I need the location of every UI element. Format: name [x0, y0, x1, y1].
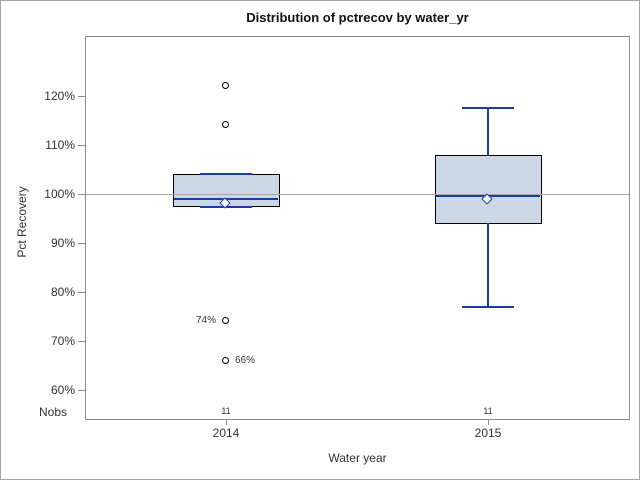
y-tick-mark [78, 341, 85, 342]
x-category-label-2014: 2014 [212, 426, 240, 440]
reference-line-100pct [86, 194, 629, 195]
upper-whisker-2015 [487, 108, 489, 155]
y-tick-label: 90% [50, 236, 75, 250]
y-tick-mark [78, 194, 85, 195]
outlier-circle-2014 [222, 121, 229, 128]
upper-whisker-cap-2015 [462, 107, 514, 109]
chart-title: Distribution of pctrecov by water_yr [246, 10, 469, 25]
y-tick-label: 80% [50, 285, 75, 299]
outlier-circle-2014 [222, 357, 229, 364]
plot-area [85, 36, 630, 420]
y-tick-label: 60% [50, 383, 75, 397]
x-category-label-2015: 2015 [474, 426, 502, 440]
lower-whisker-cap-2015 [462, 306, 514, 308]
y-tick-mark [78, 292, 85, 293]
y-tick-mark [78, 96, 85, 97]
y-tick-label: 110% [45, 138, 75, 152]
y-tick-label: 120% [44, 89, 75, 103]
upper-whisker-cap-2014 [200, 173, 252, 175]
nobs-value-2015: 11 [483, 406, 493, 416]
x-axis-label: Water year [328, 451, 387, 465]
y-tick-mark [78, 243, 85, 244]
outlier-label: 74% [195, 315, 216, 326]
x-tick-mark-2015 [488, 420, 489, 425]
lower-whisker-2015 [487, 223, 489, 306]
y-tick-label: 70% [50, 334, 75, 348]
y-tick-mark [78, 145, 85, 146]
outlier-label: 66% [235, 355, 256, 366]
nobs-row-label: Nobs [39, 405, 68, 419]
y-tick-label: 100% [44, 187, 75, 201]
outlier-circle-2014 [222, 82, 229, 89]
nobs-value-2014: 11 [221, 406, 231, 416]
x-tick-mark-2014 [226, 420, 227, 425]
y-tick-mark [78, 390, 85, 391]
outlier-circle-2014 [222, 317, 229, 324]
box-2015 [435, 155, 542, 224]
